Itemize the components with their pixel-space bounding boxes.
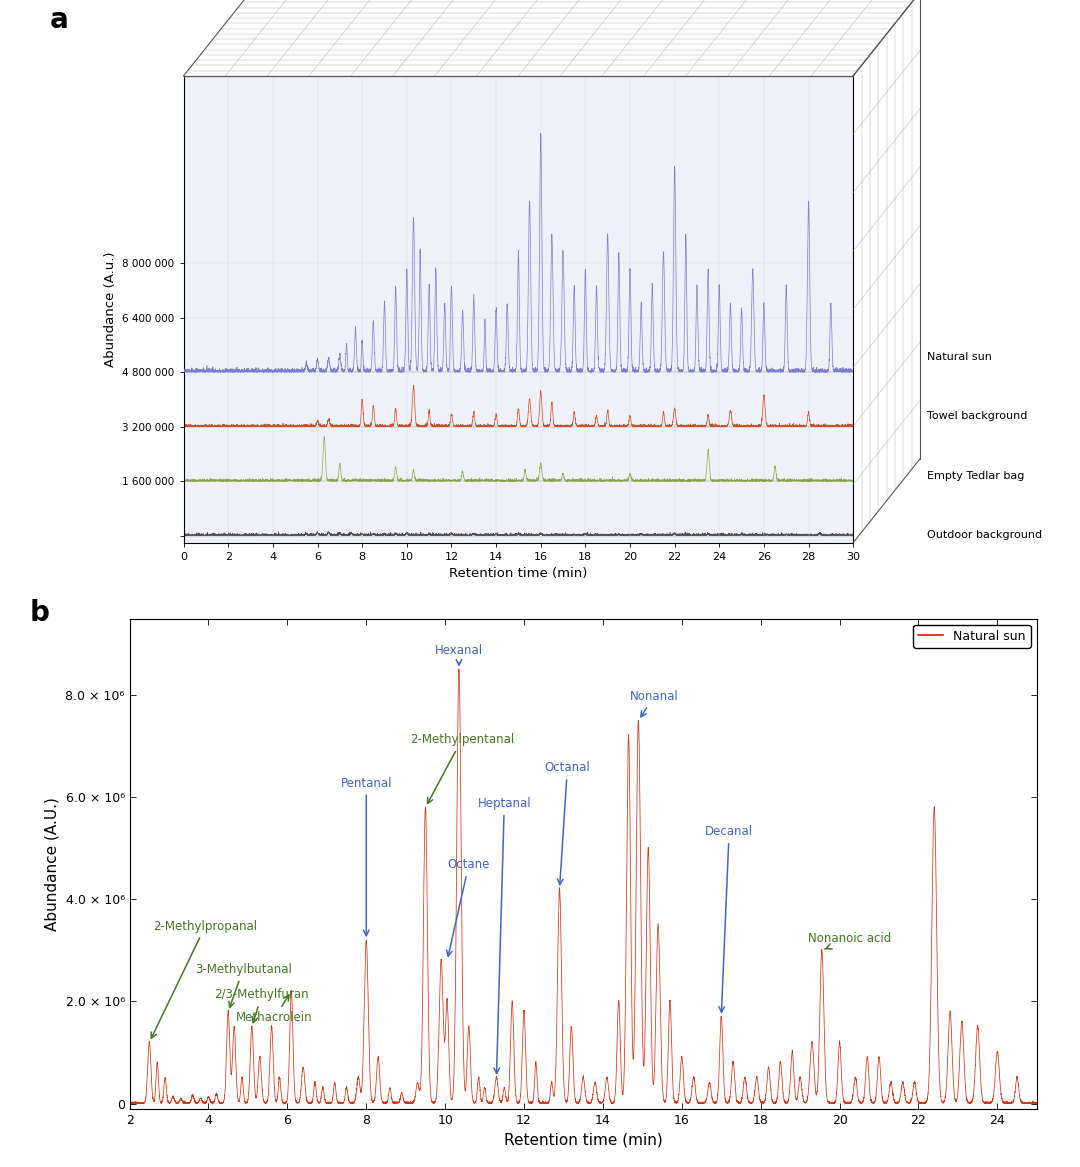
Text: 2-Methylpentanal: 2-Methylpentanal [409, 733, 514, 803]
Text: Outdoor background: Outdoor background [927, 530, 1042, 540]
Text: Hexanal: Hexanal [435, 644, 483, 665]
Text: Pentanal: Pentanal [340, 776, 392, 936]
Text: Nonanal: Nonanal [630, 690, 678, 717]
X-axis label: Retention time (min): Retention time (min) [449, 567, 588, 580]
Text: Methacrolein: Methacrolein [237, 995, 313, 1025]
Text: 2-Methylpropanal: 2-Methylpropanal [151, 920, 257, 1039]
Y-axis label: Abundance (A.U.): Abundance (A.U.) [45, 797, 59, 930]
Text: Nonanoic acid: Nonanoic acid [808, 932, 891, 949]
Text: Heptanal: Heptanal [477, 797, 531, 1074]
Text: 3-Methylbutanal: 3-Methylbutanal [194, 963, 292, 1007]
Text: 2/3-Methylfuran: 2/3-Methylfuran [215, 988, 309, 1022]
Text: Empty Tedlar bag: Empty Tedlar bag [927, 470, 1024, 481]
Text: b: b [30, 599, 50, 627]
Text: Decanal: Decanal [705, 825, 753, 1012]
Text: Natural sun: Natural sun [927, 352, 991, 362]
Text: a: a [50, 6, 68, 34]
Legend: Natural sun: Natural sun [913, 624, 1030, 648]
X-axis label: Retention time (min): Retention time (min) [504, 1132, 662, 1147]
Y-axis label: Abundance (A.u.): Abundance (A.u.) [104, 252, 117, 366]
Text: Octanal: Octanal [544, 761, 591, 885]
Text: Towel background: Towel background [927, 412, 1027, 421]
Text: Octane: Octane [447, 858, 490, 956]
